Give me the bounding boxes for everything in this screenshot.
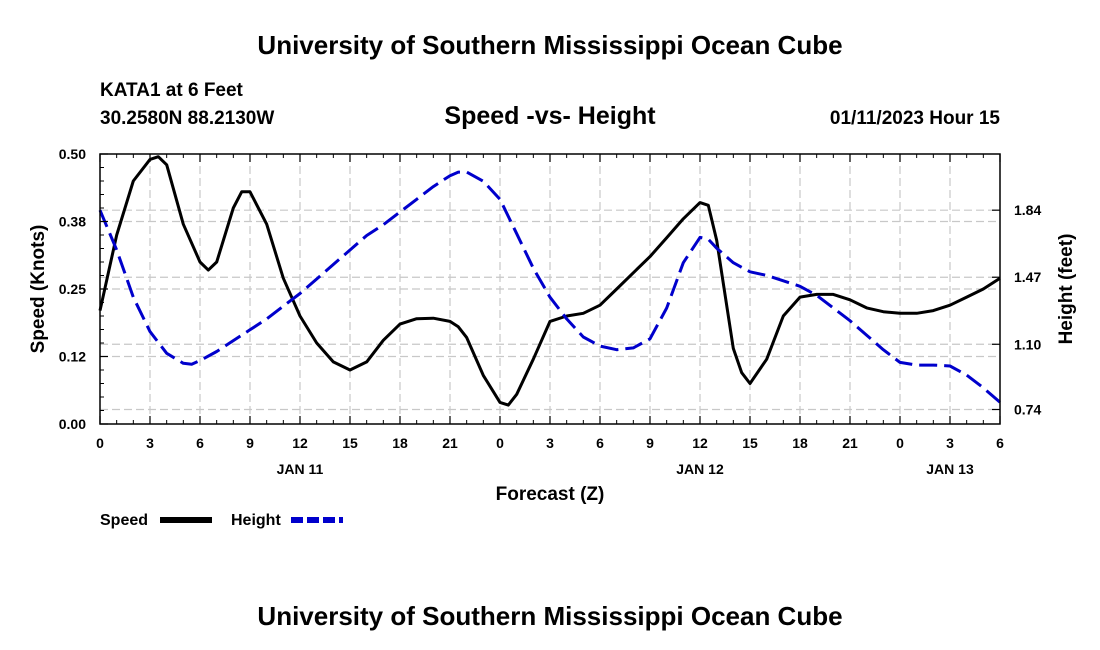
x-tick-label: 12 xyxy=(692,435,708,451)
x-tick-label: 0 xyxy=(496,435,504,451)
y-tick-label: 0.12 xyxy=(59,349,86,365)
axes: 0 3 6 9 12 15 18 21 0 3 6 9 12 15 18 21 0 3 6 JAN 11 JAN 12 J… xyxy=(59,146,1042,477)
y2-tick-label: 0.74 xyxy=(1014,402,1041,418)
y-tick-label: 0.00 xyxy=(59,416,86,432)
x-tick-label: 3 xyxy=(946,435,954,451)
series-layer xyxy=(98,155,1001,407)
grid xyxy=(100,154,1000,424)
date-label: JAN 11 xyxy=(277,461,324,477)
legend-height-label: Height xyxy=(231,512,281,529)
x-tick-label: 6 xyxy=(996,435,1004,451)
date-label: JAN 13 xyxy=(926,461,974,477)
y2-tick-label: 1.84 xyxy=(1014,202,1041,218)
height-series-line xyxy=(98,170,1001,404)
x-tick-label: 3 xyxy=(146,435,154,451)
legend-speed-label: Speed xyxy=(100,512,148,529)
y2-tick-label: 1.47 xyxy=(1014,269,1041,285)
speed-series-line xyxy=(98,155,1001,407)
footer-title: University of Southern Mississippi Ocean… xyxy=(257,601,842,631)
date-label: JAN 12 xyxy=(676,461,724,477)
x-tick-label: 6 xyxy=(596,435,604,451)
x-tick-label: 3 xyxy=(546,435,554,451)
x-axis-label: Forecast (Z) xyxy=(496,484,605,505)
y-tick-label: 0.25 xyxy=(59,281,86,297)
y-axis-label: Speed (Knots) xyxy=(28,225,49,354)
y-tick-label: 0.50 xyxy=(59,146,86,162)
x-tick-label: 15 xyxy=(342,435,358,451)
x-tick-label: 0 xyxy=(96,435,104,451)
x-tick-label: 0 xyxy=(896,435,904,451)
station-label: KATA1 at 6 Feet xyxy=(100,80,244,101)
page-title: University of Southern Mississippi Ocean… xyxy=(257,30,842,60)
x-tick-label: 6 xyxy=(196,435,204,451)
x-tick-label: 18 xyxy=(392,435,408,451)
x-tick-label: 9 xyxy=(246,435,254,451)
x-tick-label: 9 xyxy=(646,435,654,451)
forecast-datetime: 01/11/2023 Hour 15 xyxy=(830,108,1000,129)
y2-axis-label: Height (feet) xyxy=(1056,234,1077,345)
legend: Speed Height xyxy=(100,512,343,529)
x-tick-label: 21 xyxy=(842,435,858,451)
y2-tick-label: 1.10 xyxy=(1014,336,1041,352)
x-tick-label: 12 xyxy=(292,435,308,451)
chart-title: Speed -vs- Height xyxy=(444,102,656,130)
y-tick-label: 0.38 xyxy=(59,214,86,230)
station-coords: 30.2580N 88.2130W xyxy=(100,108,274,129)
x-tick-label: 18 xyxy=(792,435,808,451)
x-tick-label: 15 xyxy=(742,435,758,451)
x-tick-label: 21 xyxy=(442,435,458,451)
